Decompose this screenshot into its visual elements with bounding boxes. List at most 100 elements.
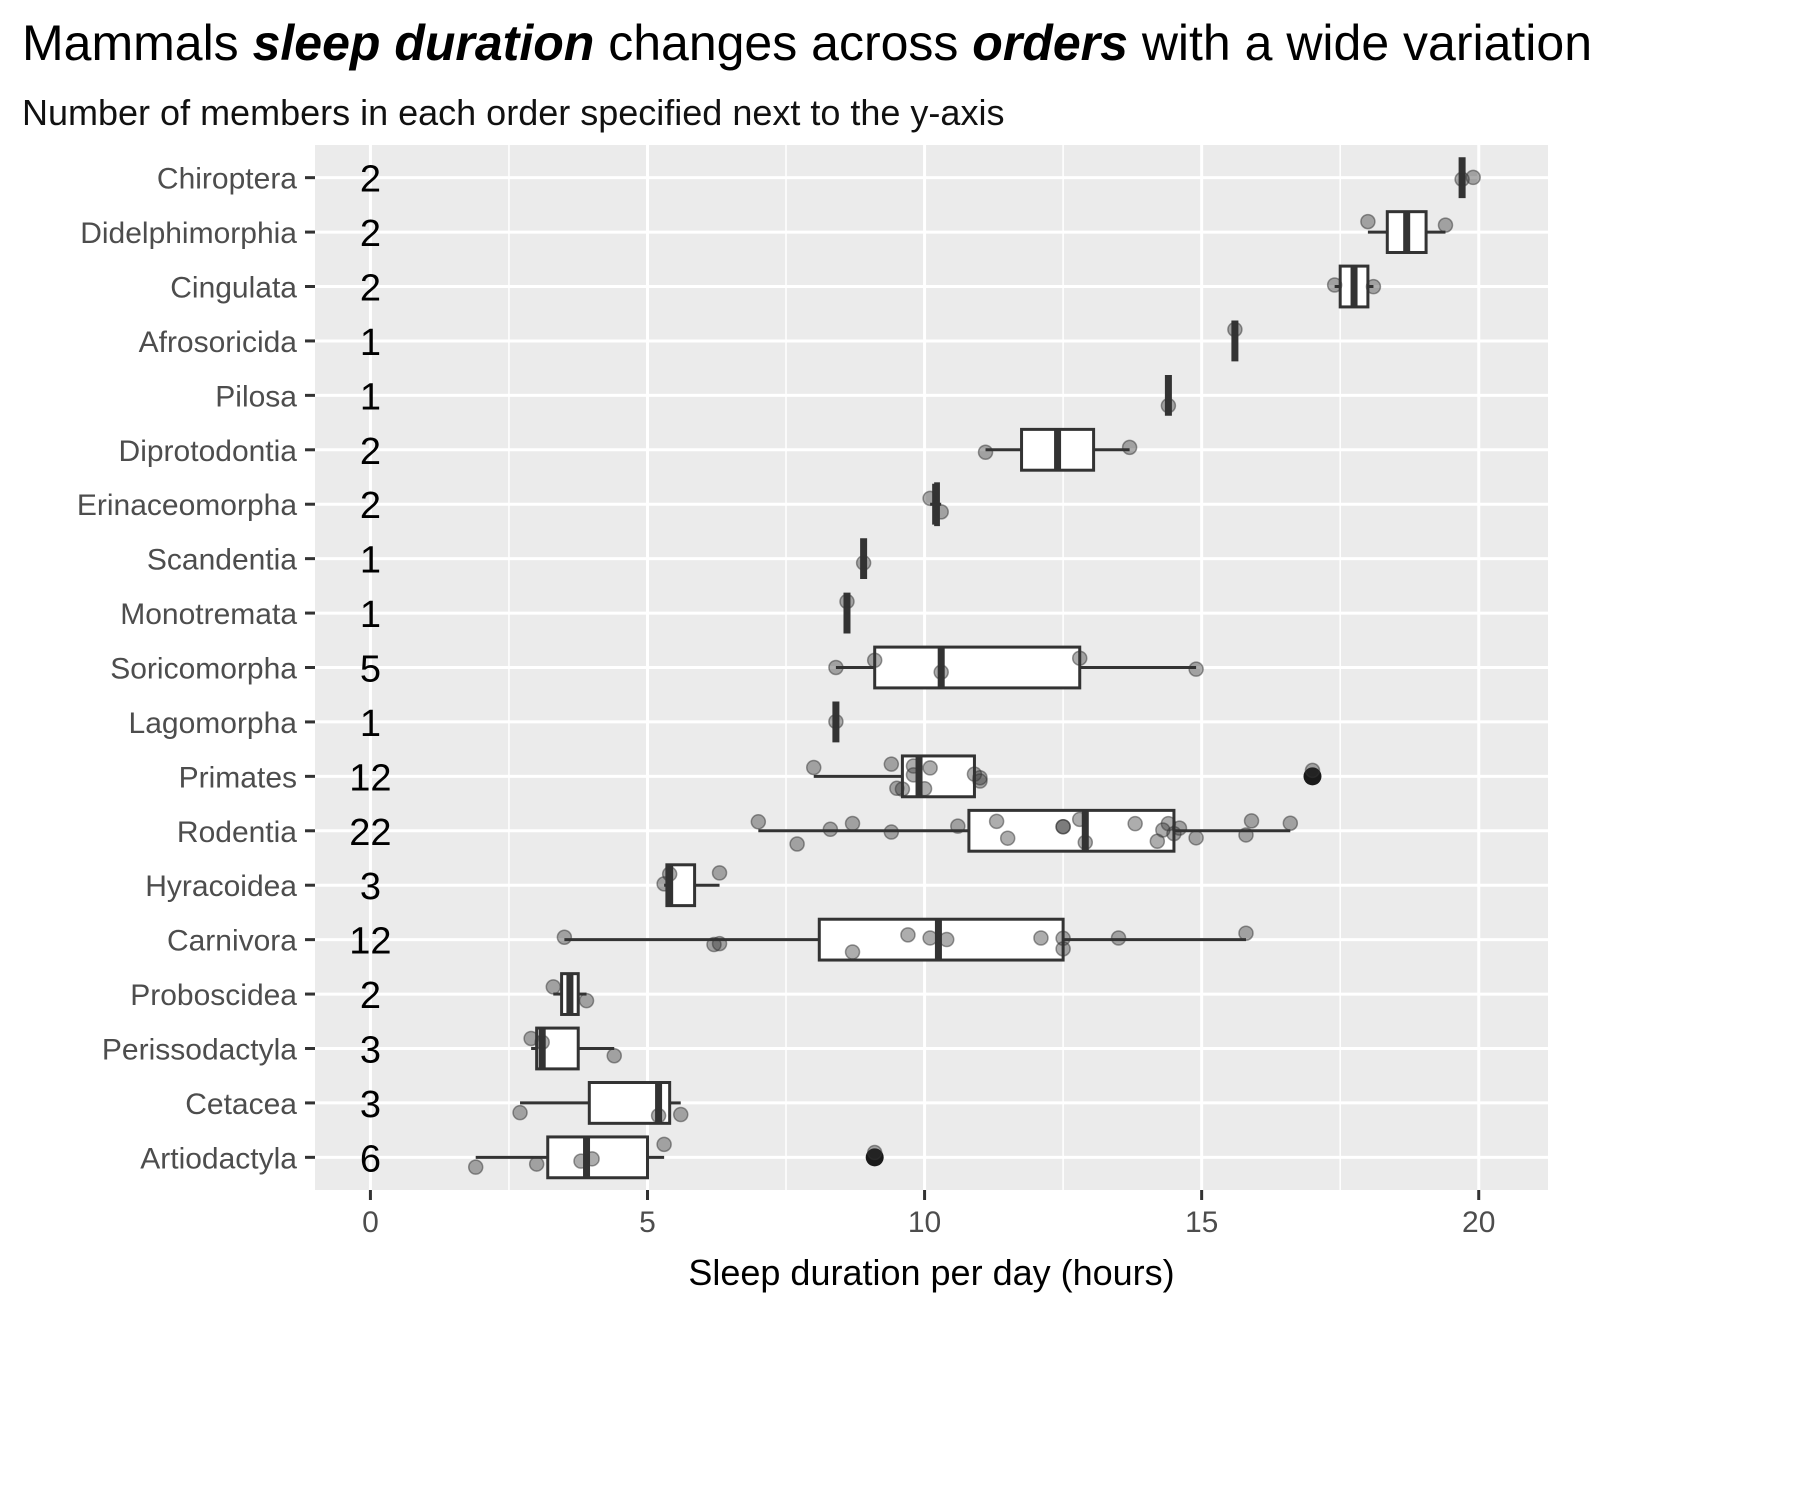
data-point <box>1055 818 1071 835</box>
data-point <box>933 664 949 680</box>
data-point <box>467 1159 484 1175</box>
data-point <box>1071 811 1088 828</box>
member-count-label: 2 <box>360 975 381 1017</box>
data-point <box>1188 661 1204 677</box>
data-point <box>922 930 938 946</box>
y-tick-label: Carnivora <box>167 925 297 958</box>
y-tick-label: Cetacea <box>185 1088 297 1121</box>
data-point <box>883 824 900 840</box>
data-point <box>900 927 916 943</box>
data-point <box>866 1144 883 1161</box>
member-count-label: 1 <box>360 376 381 418</box>
member-count-label: 3 <box>360 866 381 908</box>
data-point <box>839 593 855 610</box>
y-tick-label: Lagomorpha <box>129 707 298 740</box>
data-point <box>866 652 883 669</box>
data-point <box>1127 815 1143 832</box>
box-iqr <box>546 1135 649 1180</box>
y-tick-label: Artiodactyla <box>140 1142 297 1175</box>
data-point <box>1282 815 1299 832</box>
data-point <box>1033 930 1049 946</box>
title-part: with a wide variation <box>1127 15 1593 71</box>
member-count-label: 22 <box>349 812 391 854</box>
title-part: Mammals <box>22 15 253 71</box>
member-count-label: 5 <box>360 649 381 691</box>
member-count-label: 1 <box>360 322 381 364</box>
outlier-point <box>865 1148 884 1167</box>
member-count-label: 2 <box>360 431 381 473</box>
member-count-label: 1 <box>360 703 381 745</box>
data-point <box>1360 213 1376 230</box>
data-point <box>661 866 678 882</box>
data-point <box>1437 217 1454 233</box>
data-point <box>750 814 767 830</box>
data-point <box>706 936 722 953</box>
y-tick-label: Proboscidea <box>130 979 297 1012</box>
data-point <box>1121 439 1138 456</box>
title-part: sleep duration <box>252 15 595 71</box>
data-point <box>922 490 938 507</box>
data-point <box>938 931 955 948</box>
data-point <box>922 760 938 776</box>
member-count-label: 6 <box>360 1138 381 1180</box>
data-point <box>556 929 573 945</box>
member-count-label: 3 <box>360 1029 381 1071</box>
data-point <box>883 756 900 772</box>
y-tick-label: Afrosoricida <box>139 326 298 359</box>
member-count-label: 1 <box>360 540 381 582</box>
data-point <box>894 781 911 797</box>
data-point <box>534 1034 550 1050</box>
data-point <box>1326 277 1343 293</box>
data-point <box>584 1151 600 1167</box>
data-point <box>1238 827 1254 843</box>
chart-subtitle: Number of members in each order specifie… <box>22 92 1005 133</box>
y-tick-label: Rodentia <box>177 816 297 849</box>
chart-title: Mammals sleep duration changes across or… <box>22 14 1592 72</box>
data-point <box>528 1156 545 1172</box>
y-tick-label: Monotremata <box>120 598 297 631</box>
data-point <box>1071 650 1088 666</box>
data-point <box>1365 278 1382 295</box>
data-point <box>711 935 728 952</box>
data-point <box>950 818 966 834</box>
data-point <box>1238 925 1254 941</box>
member-count-label: 2 <box>360 485 381 527</box>
data-point <box>606 1047 622 1064</box>
y-tick-label: Perissodactyla <box>102 1033 297 1066</box>
data-point <box>805 759 822 776</box>
data-point <box>711 865 728 881</box>
box-iqr <box>873 645 1082 690</box>
y-tick-label: Soricomorpha <box>110 653 297 686</box>
member-count-label: 2 <box>360 268 381 310</box>
y-tick-label: Diprotodontia <box>119 435 298 468</box>
data-point <box>977 444 994 460</box>
data-point <box>844 815 861 832</box>
data-point <box>1160 397 1177 414</box>
data-point <box>1243 813 1260 829</box>
data-point <box>1055 930 1071 947</box>
data-point <box>1454 171 1470 188</box>
member-count-label: 12 <box>349 757 391 799</box>
data-point <box>988 813 1005 830</box>
title-part: orders <box>972 15 1128 71</box>
data-point <box>1077 834 1094 851</box>
y-tick-label: Scandentia <box>147 544 297 577</box>
outlier-point <box>1303 767 1322 786</box>
member-count-label: 1 <box>360 594 381 636</box>
data-point <box>672 1106 689 1123</box>
y-tick-label: Pilosa <box>215 380 297 413</box>
x-tick-label: 5 <box>639 1206 656 1239</box>
data-point <box>855 555 872 571</box>
data-point <box>1166 825 1182 842</box>
data-point <box>822 821 839 838</box>
member-count-label: 12 <box>349 921 391 963</box>
x-axis-title: Sleep duration per day (hours) <box>688 1252 1174 1293</box>
data-point <box>789 836 805 852</box>
y-tick-label: Didelphimorphia <box>80 217 297 250</box>
x-tick-label: 10 <box>908 1206 941 1239</box>
y-tick-label: Primates <box>179 761 297 794</box>
y-tick-label: Chiroptera <box>157 163 297 196</box>
member-count-label: 3 <box>360 1084 381 1126</box>
data-point <box>1171 820 1188 836</box>
